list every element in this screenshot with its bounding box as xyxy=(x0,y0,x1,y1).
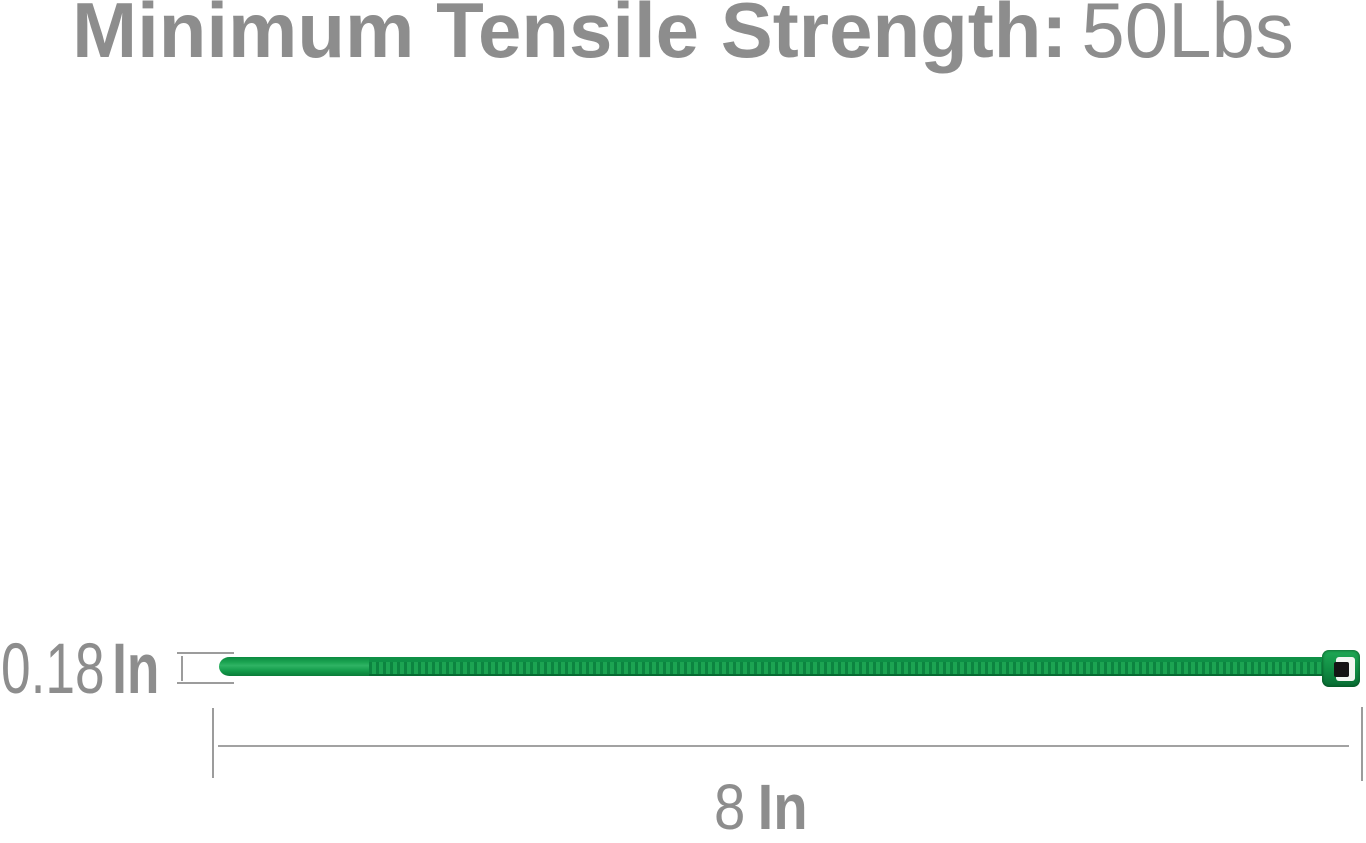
thickness-unit: In xyxy=(112,630,160,709)
thickness-bracket-tick xyxy=(181,656,183,681)
page-title: Minimum Tensile Strength: 50Lbs xyxy=(0,0,1366,69)
cable-tie-ribbed-strap xyxy=(369,657,1322,676)
length-dimension-left-tick xyxy=(212,708,214,778)
tensile-strength-label: Minimum Tensile Strength: xyxy=(72,0,1068,74)
thickness-label: 0.18 In xyxy=(1,634,159,705)
cable-tie-tip xyxy=(219,657,371,676)
length-dimension-line xyxy=(218,745,1349,747)
cable-tie-head xyxy=(1322,650,1360,687)
length-dimension-right-tick xyxy=(1361,707,1363,781)
cable-tie-head-pawl xyxy=(1334,662,1349,677)
length-value: 8 xyxy=(714,771,746,843)
length-label: 8 In xyxy=(714,775,808,839)
length-unit: In xyxy=(757,771,808,843)
thickness-value: 0.18 xyxy=(1,630,105,709)
thickness-bracket-bottom-line xyxy=(177,682,234,684)
thickness-bracket-top-line xyxy=(177,652,234,654)
tensile-strength-value: 50Lbs xyxy=(1081,0,1294,74)
